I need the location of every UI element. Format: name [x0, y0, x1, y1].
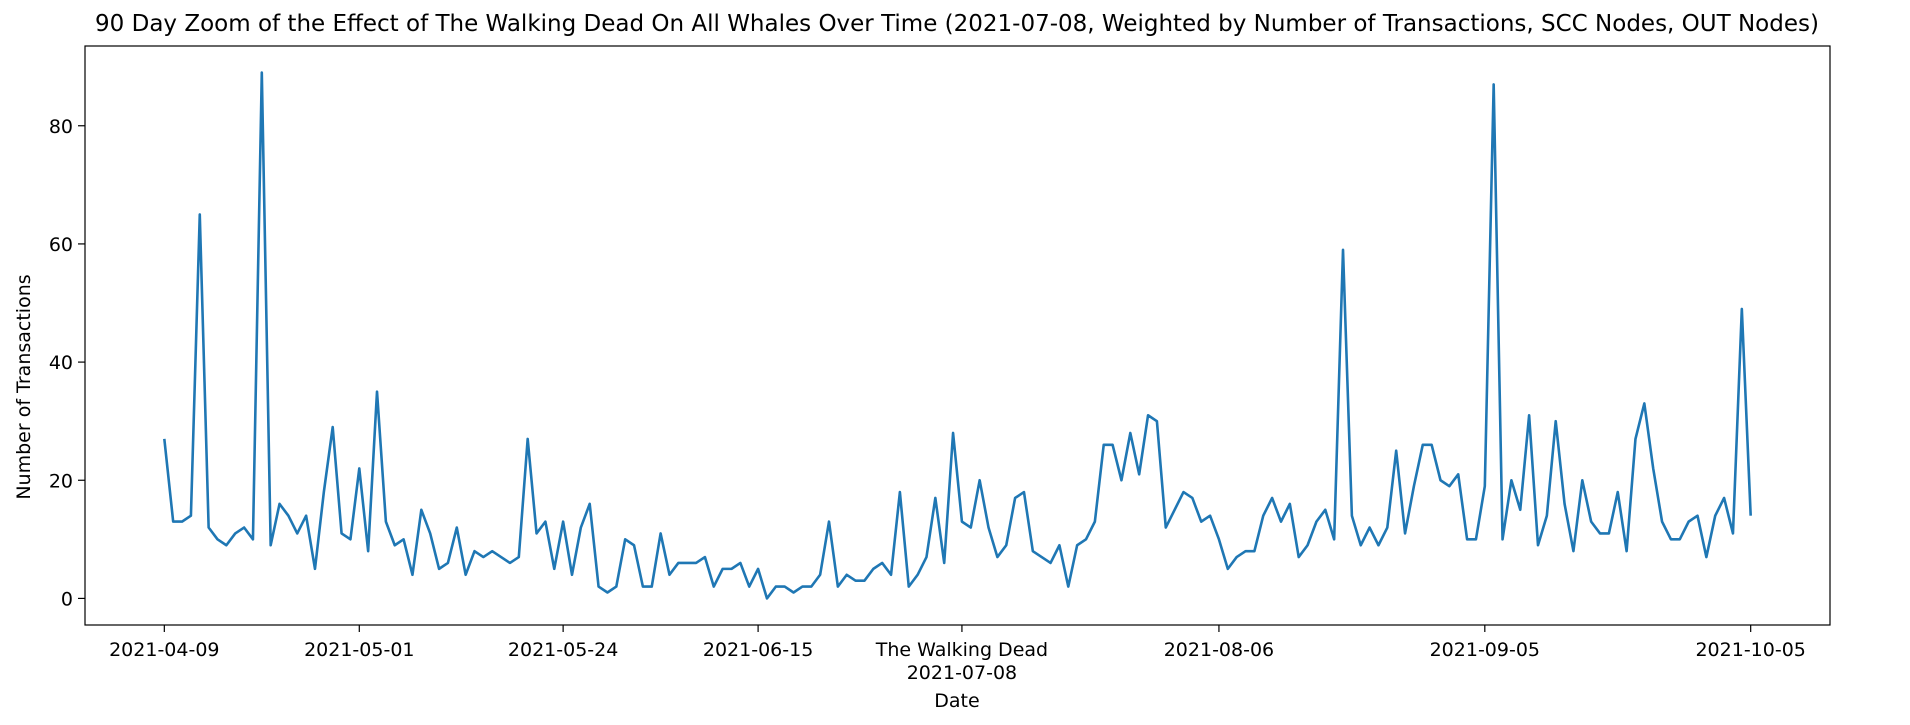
plot-frame: [84, 45, 1831, 626]
y-tick-label: 0: [61, 588, 73, 610]
x-tick-label: 2021-08-06: [1164, 639, 1274, 661]
x-axis: 2021-04-09 2021-05-01 2021-05-24 2021-06-15…: [109, 625, 1806, 684]
x-axis-label: Date: [934, 690, 979, 712]
y-axis-label: Number of Transactions: [13, 274, 35, 499]
x-tick-label: 2021-04-09: [109, 639, 219, 661]
x-tick-label: The Walking Dead: [875, 639, 1048, 661]
x-tick-label: 2021-06-15: [703, 639, 813, 661]
y-tick-label: 60: [49, 234, 73, 256]
x-tick-label: 2021-10-05: [1695, 639, 1805, 661]
plot-area: [84, 45, 1831, 626]
y-tick-label: 40: [49, 352, 73, 374]
series-line: [163, 71, 1752, 600]
y-axis: 0 20 40 60 80: [49, 116, 85, 610]
x-tick-label: 2021-05-01: [304, 639, 414, 661]
x-tick-label: 2021-09-05: [1430, 639, 1540, 661]
x-tick-label: 2021-05-24: [508, 639, 618, 661]
y-tick-label: 80: [49, 116, 73, 138]
y-tick-label: 20: [49, 470, 73, 492]
chart-title: 90 Day Zoom of the Effect of The Walking…: [95, 11, 1819, 37]
x-tick-sublabel: 2021-07-08: [907, 662, 1017, 684]
